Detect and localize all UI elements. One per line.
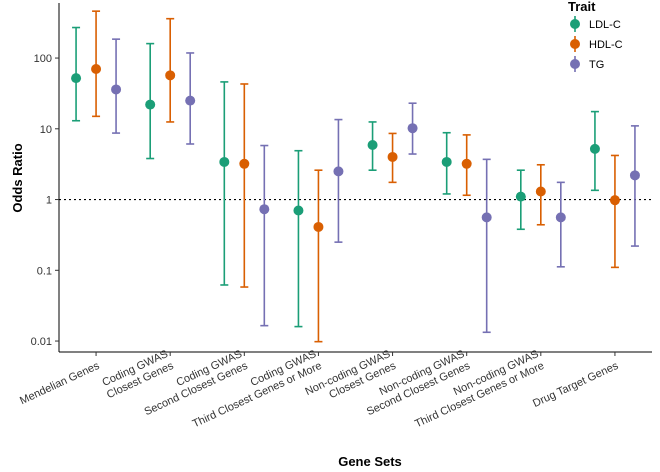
y-tick-label: 0.01 [31, 336, 52, 348]
data-point [441, 156, 452, 167]
x-tick-label-line: Mendelian Genes [18, 360, 102, 408]
data-point [259, 204, 270, 215]
x-tick-label: Coding GWASClosest Genes [99, 348, 175, 401]
data-point [535, 186, 546, 197]
data-point [239, 158, 250, 169]
x-tick-label: Drug Target Genes [531, 360, 621, 410]
data-point [387, 151, 398, 162]
data-point [145, 99, 156, 110]
data-point [589, 143, 600, 154]
data-point [91, 64, 102, 75]
x-axis: Mendelian Genes Coding GWASClosest Genes C… [18, 348, 652, 430]
data-point [609, 195, 620, 206]
data-point [165, 70, 176, 81]
data-point [461, 158, 472, 169]
series-tg [111, 38, 640, 334]
legend-label: LDL-C [589, 19, 621, 31]
y-tick-label: 10 [40, 124, 52, 136]
y-axis: 0.01 0.1 1 10 100 [31, 3, 60, 352]
data-point [629, 170, 640, 181]
data-point [111, 84, 122, 95]
x-tick-label-line: Drug Target Genes [531, 360, 621, 410]
legend-label: TG [589, 59, 604, 71]
data-point [185, 95, 196, 106]
x-axis-title: Gene Sets [338, 454, 402, 469]
data-marks [71, 10, 640, 343]
legend-label: HDL-C [589, 39, 623, 51]
data-point [515, 191, 526, 202]
legend-key-point [570, 59, 580, 69]
x-tick-label: Mendelian Genes [18, 360, 102, 408]
data-point [293, 205, 304, 216]
y-tick-label: 1 [46, 195, 52, 207]
series-ldl-c [71, 26, 600, 328]
data-point [555, 212, 566, 223]
legend-title: Trait [568, 0, 596, 14]
y-tick-label: 0.1 [37, 265, 52, 277]
series-hdl-c [91, 10, 620, 343]
data-point [407, 123, 418, 134]
legend: Trait LDL-C HDL-C TG [568, 0, 623, 72]
legend-key-point [570, 19, 580, 29]
data-point [219, 156, 230, 167]
data-point [367, 140, 378, 151]
data-point [333, 166, 344, 177]
y-tick-label: 100 [34, 53, 52, 65]
data-point [481, 212, 492, 223]
data-point [71, 73, 82, 84]
y-axis-title: Odds Ratio [10, 143, 25, 212]
data-point [313, 221, 324, 232]
legend-key-point [570, 39, 580, 49]
